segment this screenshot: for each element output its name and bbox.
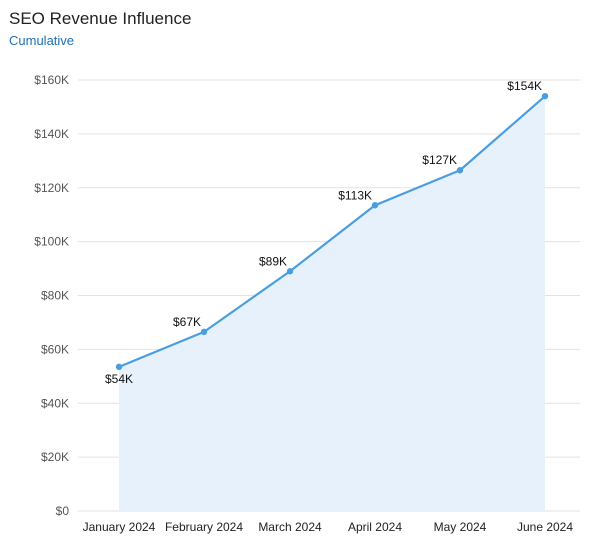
area-fill (119, 96, 545, 511)
x-tick-label: February 2024 (165, 520, 243, 534)
x-tick-label: March 2024 (258, 520, 322, 534)
data-points-layer (115, 92, 549, 371)
data-point (286, 268, 294, 275)
data-point (456, 167, 464, 174)
data-label: $89K (259, 254, 287, 268)
data-label: $54K (105, 372, 133, 386)
y-axis: $0 $20K $40K $60K $80K $100K $120K $140K $160K (34, 73, 69, 518)
chart-subtitle: Cumulative (9, 33, 75, 48)
y-tick-label: $140K (34, 127, 69, 141)
data-label: $113K (338, 188, 372, 202)
x-tick-label: April 2024 (348, 520, 402, 534)
y-tick-label: $120K (34, 181, 69, 195)
chart-title: SEO Revenue Influence (9, 9, 192, 28)
data-point (200, 328, 208, 336)
y-tick-label: $20K (41, 450, 69, 464)
y-tick-label: $160K (34, 73, 69, 87)
x-tick-label: May 2024 (434, 520, 487, 534)
x-tick-label: January 2024 (83, 520, 156, 534)
data-label: $154K (507, 79, 542, 93)
x-tick-label: June 2024 (517, 520, 573, 534)
data-label: $67K (173, 315, 201, 329)
y-tick-label: $60K (41, 342, 69, 356)
y-tick-label: $0 (56, 504, 70, 518)
y-tick-label: $80K (41, 289, 69, 303)
data-point (541, 92, 549, 100)
data-label: $127K (422, 153, 457, 167)
x-axis: January 2024 February 2024 March 2024 April… (83, 520, 574, 534)
series-line-layer (118, 95, 546, 368)
y-tick-label: $40K (41, 396, 69, 410)
data-labels-layer: $54K $67K $89K $113K $127K $154K (105, 79, 542, 386)
area-fill-layer (119, 96, 545, 511)
data-point (371, 202, 379, 209)
data-point (115, 363, 123, 371)
y-tick-label: $100K (34, 235, 69, 249)
series-line (118, 95, 546, 368)
